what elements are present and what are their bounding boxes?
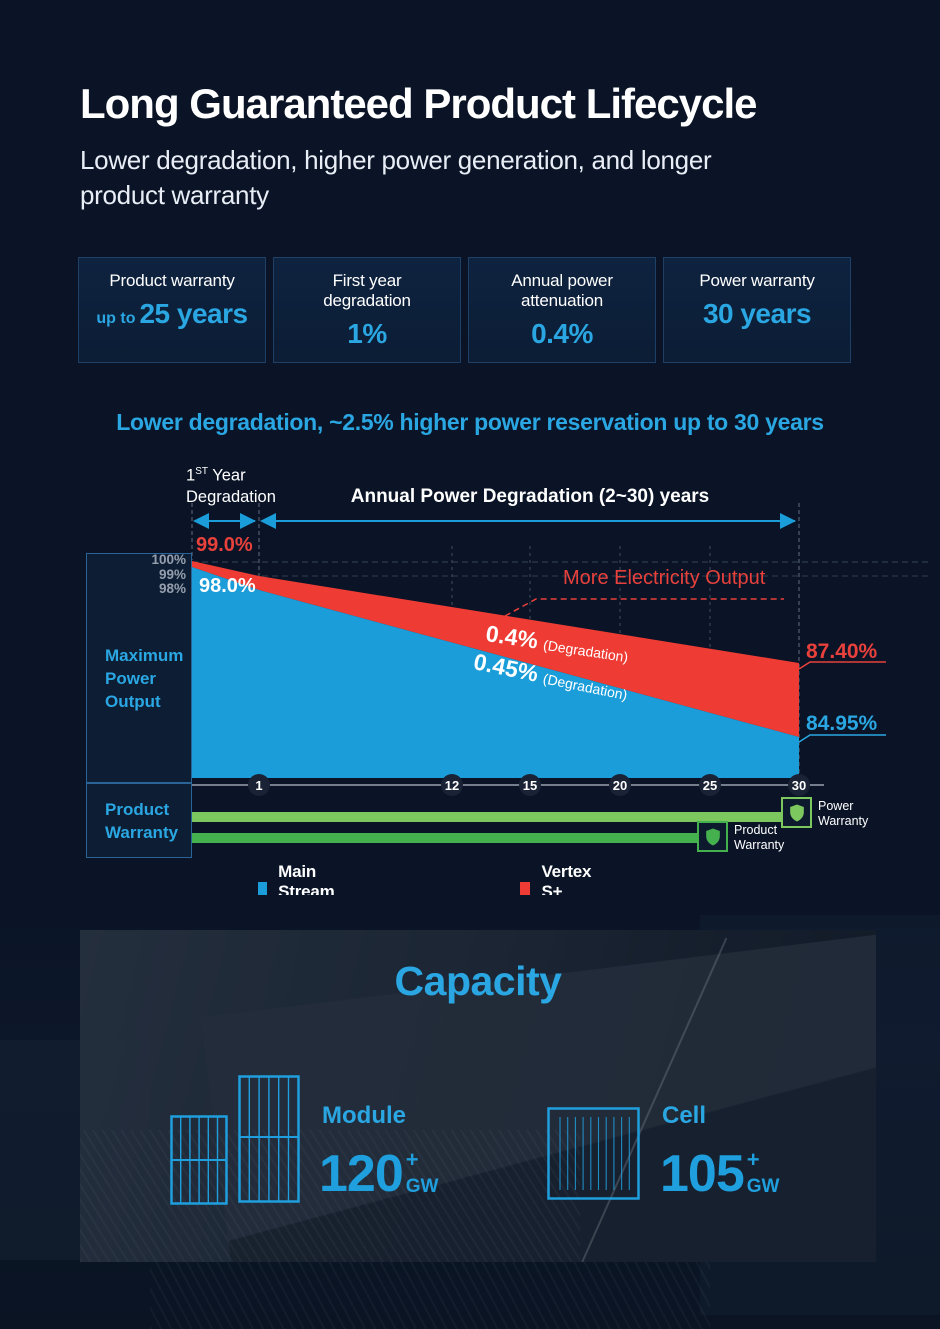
badge-line1: Power xyxy=(818,799,854,813)
module-capacity-value: 120 + GW xyxy=(319,1148,438,1200)
stats-row: Product warranty up to 25 years First yea… xyxy=(78,257,862,363)
power-warranty-badge xyxy=(781,797,812,828)
stat-value-row: 30 years xyxy=(664,298,850,330)
first-year-degradation-label: 1ST Year Degradation xyxy=(186,461,276,508)
stat-card-first-year-degradation: First year degradation 1% xyxy=(273,257,461,363)
stat-label: First year degradation xyxy=(323,271,411,310)
badge-line1: Product xyxy=(734,823,778,837)
product-warranty-box: Product Warranty xyxy=(86,783,192,858)
stat-value: 30 years xyxy=(702,298,812,329)
cell-value: 105 xyxy=(660,1145,745,1203)
product-warranty-badge-label: Product Warranty xyxy=(734,823,784,853)
mainstream-start-value: 98.0% xyxy=(199,575,256,597)
power-warranty-bar xyxy=(192,812,790,822)
capacity-section: Capacity Module 120 + GW xyxy=(80,930,876,1262)
stat-value-row: up to 25 years xyxy=(79,298,265,330)
stat-label: Product warranty xyxy=(109,271,235,290)
product-warranty-bar xyxy=(192,833,710,843)
end-blue-callout-line xyxy=(798,734,886,743)
y-tick-99: 99% xyxy=(158,566,186,582)
stat-label: Annual power attenuation xyxy=(511,271,613,310)
factory-ground-texture xyxy=(80,1130,580,1262)
solar-cell-icon xyxy=(547,1107,640,1200)
first-year-line2: Degradation xyxy=(186,487,276,506)
module-label: Module xyxy=(322,1102,406,1129)
stat-card-product-warranty: Product warranty up to 25 years xyxy=(78,257,266,363)
cell-unit: GW xyxy=(746,1176,780,1197)
x-tick-30: 30 xyxy=(788,774,810,796)
module-value: 120 xyxy=(319,1145,404,1203)
y-tick-98: 98% xyxy=(158,581,186,596)
stat-value: 0.4% xyxy=(531,318,593,349)
page-title: Long Guaranteed Product Lifecycle xyxy=(80,80,757,127)
stat-value-prefix: up to xyxy=(96,310,136,327)
first-year-rest: Year xyxy=(207,466,246,485)
annual-degradation-label: Annual Power Degradation (2~30) years xyxy=(350,486,710,507)
more-output-callout-line xyxy=(504,598,784,617)
y-axis-ticks: 100% 99% 98% xyxy=(118,552,186,597)
vertex-start-value: 99.0% xyxy=(196,534,253,556)
mainstream-module-area xyxy=(192,567,799,778)
badge-line2: Warranty xyxy=(818,814,869,828)
x-tick-1: 1 xyxy=(248,774,270,796)
stat-label: Power warranty xyxy=(699,271,815,290)
maximum-power-output-label: Maximum Power Output xyxy=(105,646,184,711)
stat-card-annual-attenuation: Annual power attenuation 0.4% xyxy=(468,257,656,363)
vertex-end-value: 87.40% xyxy=(806,640,878,663)
mainstream-end-value: 84.95% xyxy=(806,712,878,735)
module-unit-group: + GW xyxy=(405,1147,439,1197)
vertex-s-plus-area xyxy=(192,561,799,737)
chart-section-heading: Lower degradation, ~2.5% higher power re… xyxy=(116,409,824,435)
stat-card-power-warranty: Power warranty 30 years xyxy=(663,257,851,363)
photo-tint-overlay xyxy=(80,930,876,1262)
first-year-num: 1 xyxy=(186,466,196,485)
stat-value: 25 years xyxy=(139,298,248,329)
plus-sign: + xyxy=(405,1147,419,1172)
capacity-title: Capacity xyxy=(394,958,562,1004)
shield-icon xyxy=(705,828,720,845)
cell-label: Cell xyxy=(662,1102,707,1129)
stat-value-row: 1% xyxy=(274,318,460,350)
maximum-power-output-box: Maximum Power Output xyxy=(86,553,192,783)
shield-icon xyxy=(789,804,804,821)
product-warranty-badge xyxy=(697,821,728,852)
x-tick-25: 25 xyxy=(699,774,721,796)
x-tick-15: 15 xyxy=(519,774,541,796)
legend-swatch-red xyxy=(520,881,531,903)
chart-canvas xyxy=(191,503,932,843)
first-year-sup: ST xyxy=(195,466,208,477)
solar-module-icon xyxy=(238,1075,300,1203)
more-electricity-output-label: More Electricity Output xyxy=(563,567,766,589)
power-warranty-badge-label: Power Warranty xyxy=(818,799,868,829)
y-tick-100: 100% xyxy=(151,552,186,567)
cell-capacity-value: 105 + GW xyxy=(660,1148,779,1200)
plus-sign: + xyxy=(746,1147,760,1172)
module-unit: GW xyxy=(405,1176,439,1197)
solar-module-icon xyxy=(170,1115,228,1205)
x-tick-20: 20 xyxy=(609,774,631,796)
cell-unit-group: + GW xyxy=(746,1147,780,1197)
stat-value-row: 0.4% xyxy=(469,318,655,350)
stat-value: 1% xyxy=(347,318,387,349)
legend-swatch-blue xyxy=(258,881,268,903)
badge-line2: Warranty xyxy=(734,838,785,852)
degradation-chart: 1ST Year Degradation Annual Power Degrada… xyxy=(0,450,940,921)
product-warranty-label: Product Warranty xyxy=(105,800,179,842)
end-red-callout-line xyxy=(798,661,886,670)
page-subtitle: Lower degradation, higher power generati… xyxy=(80,145,712,210)
x-tick-12: 12 xyxy=(441,774,463,796)
